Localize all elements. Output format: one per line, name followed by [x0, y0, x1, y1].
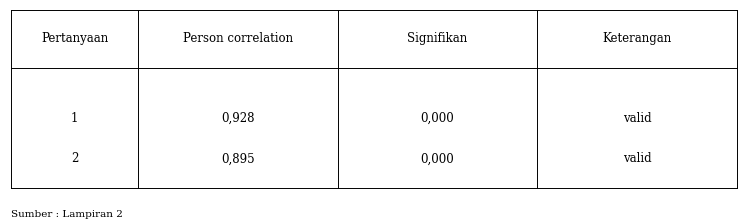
Text: Signifikan: Signifikan	[408, 32, 468, 45]
Text: valid: valid	[622, 152, 652, 165]
Text: Person correlation: Person correlation	[183, 32, 293, 45]
Text: Sumber : Lampiran 2: Sumber : Lampiran 2	[11, 210, 123, 219]
Text: 2: 2	[71, 152, 79, 165]
Text: valid: valid	[622, 112, 652, 125]
Text: 0,928: 0,928	[221, 112, 255, 125]
Text: 0,000: 0,000	[420, 112, 454, 125]
Text: 0,000: 0,000	[420, 152, 454, 165]
Text: 0,895: 0,895	[221, 152, 255, 165]
Text: Pertanyaan: Pertanyaan	[41, 32, 108, 45]
Text: Keterangan: Keterangan	[602, 32, 672, 45]
Text: 1: 1	[71, 112, 79, 125]
